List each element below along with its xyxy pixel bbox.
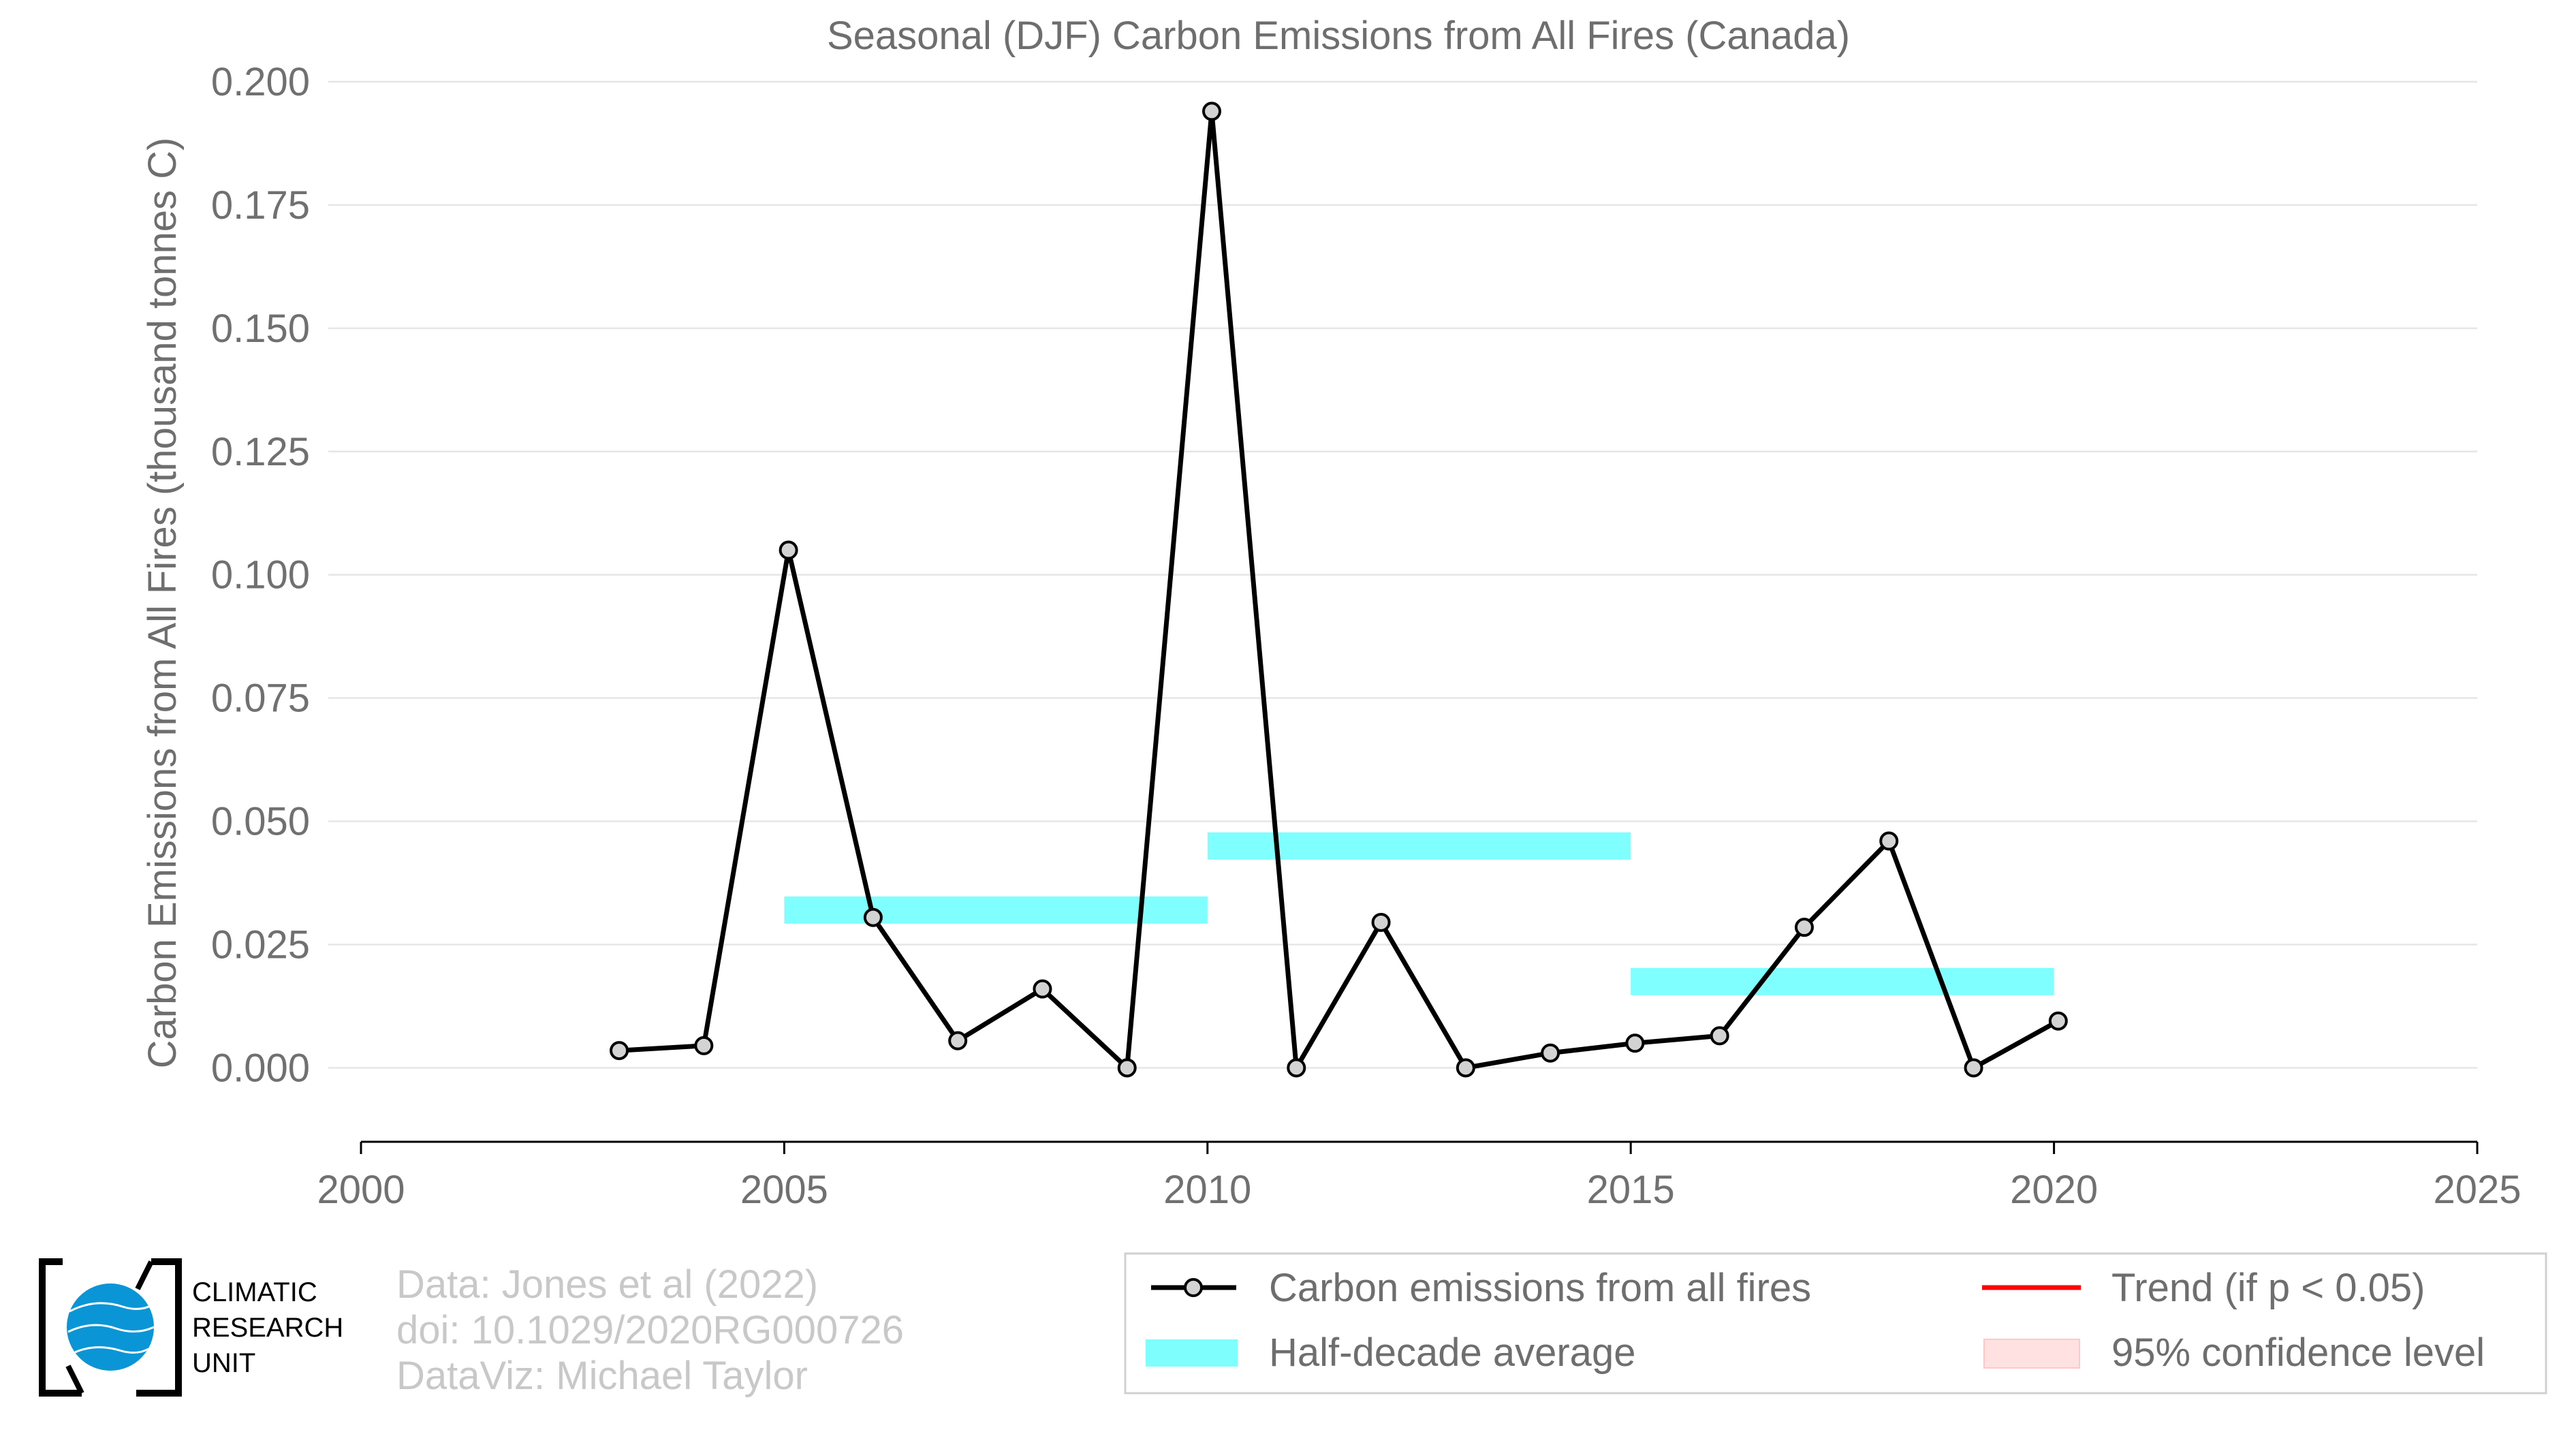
- half-decade-band-0: [784, 896, 1208, 924]
- y-tick-label-0: 0.000: [211, 1046, 310, 1090]
- data-point-2006: [863, 907, 883, 927]
- y-tick-label-6: 0.150: [211, 307, 310, 351]
- y-tick-label-4: 0.100: [211, 553, 310, 597]
- logo-text-line2: RESEARCH: [192, 1313, 343, 1343]
- data-point-2014: [1541, 1043, 1560, 1063]
- series-layer: [610, 102, 2068, 1078]
- data-point-2018: [1879, 831, 1899, 851]
- logo-text-line3: UNIT: [192, 1348, 255, 1378]
- chart-title: Seasonal (DJF) Carbon Emissions from All…: [827, 14, 1850, 58]
- data-point-2011: [1287, 1058, 1306, 1078]
- legend-band-swatch: [1146, 1339, 1238, 1367]
- legend-marker-swatch: [1184, 1278, 1203, 1297]
- x-tick-label-0: 2000: [317, 1168, 405, 1212]
- legend-label-ci: 95% confidence level: [2111, 1330, 2485, 1375]
- data-point-2008: [1033, 979, 1052, 999]
- legend-label-trend: Trend (if p < 0.05): [2111, 1266, 2425, 1310]
- x-tick-label-4: 2020: [2010, 1168, 2098, 1212]
- y-tick-label-1: 0.025: [211, 923, 310, 967]
- x-tick-label-5: 2025: [2433, 1168, 2521, 1212]
- data-point-2020: [2048, 1011, 2068, 1031]
- legend-label-average: Half-decade average: [1269, 1330, 1635, 1375]
- credit-dataviz: DataViz: Michael Taylor: [396, 1354, 808, 1398]
- x-tick-label-3: 2015: [1587, 1168, 1675, 1212]
- data-point-2007: [948, 1031, 968, 1050]
- data-point-2015: [1625, 1033, 1645, 1053]
- credit-data: Data: Jones et al (2022): [396, 1262, 818, 1307]
- data-point-2019: [1964, 1058, 1983, 1078]
- data-point-2009: [1117, 1058, 1137, 1078]
- data-point-2012: [1371, 912, 1391, 932]
- legend-ci-swatch: [1983, 1339, 2080, 1369]
- half-decade-band-1: [1207, 832, 1631, 860]
- y-tick-labels: 0.000 0.025 0.050 0.075 0.100 0.125 0.150 0.175…: [211, 60, 310, 1090]
- data-point-2004: [694, 1036, 714, 1055]
- legend-box: [1124, 1252, 2547, 1395]
- y-axis-label: Carbon Emissions from All Fires (thousan…: [140, 138, 185, 1069]
- legend: Carbon emissions from all fires Half-dec…: [1124, 1252, 2547, 1395]
- data-point-2005: [779, 540, 798, 560]
- y-tick-label-5: 0.125: [211, 430, 310, 474]
- legend-label-series: Carbon emissions from all fires: [1269, 1266, 1811, 1310]
- y-tick-label-2: 0.050: [211, 800, 310, 844]
- half-decade-bands: [784, 832, 2054, 995]
- data-point-2003: [610, 1041, 629, 1061]
- cru-logo: CLIMATIC RESEARCH UNIT: [39, 1258, 343, 1397]
- x-tick-label-1: 2005: [740, 1168, 828, 1212]
- y-tick-label-7: 0.175: [211, 183, 310, 228]
- x-axis: 2000 2005 2010 2015 2020 2025: [317, 1140, 2522, 1212]
- credit-doi: doi: 10.1029/2020RG000726: [396, 1308, 904, 1352]
- data-point-2010: [1202, 102, 1222, 121]
- logo-text-line1: CLIMATIC: [192, 1277, 317, 1307]
- x-tick-label-2: 2010: [1163, 1168, 1251, 1212]
- credits: Data: Jones et al (2022) doi: 10.1029/20…: [396, 1262, 904, 1398]
- grid: [328, 80, 2477, 1069]
- y-tick-label-8: 0.200: [211, 60, 310, 104]
- half-decade-band-2: [1631, 967, 2054, 995]
- data-point-2016: [1710, 1026, 1729, 1046]
- data-point-2013: [1456, 1058, 1475, 1078]
- y-tick-label-3: 0.075: [211, 676, 310, 721]
- data-point-2017: [1794, 918, 1814, 937]
- series-line-0: [618, 108, 2060, 1070]
